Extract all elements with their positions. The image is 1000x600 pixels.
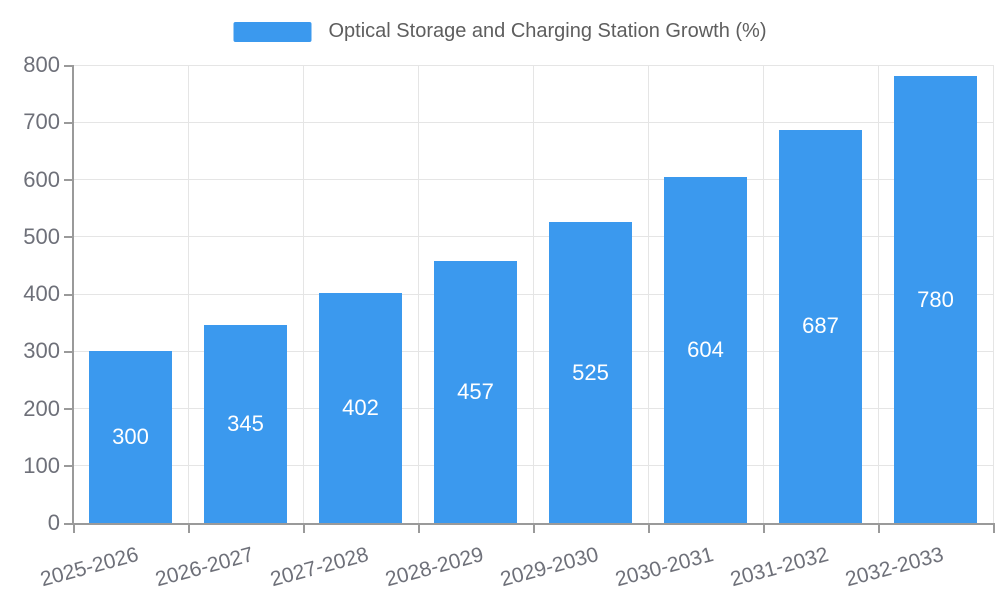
bar[interactable] xyxy=(89,351,172,523)
x-tick-mark xyxy=(302,525,305,533)
gridline-v xyxy=(647,65,649,523)
y-tick-mark xyxy=(64,408,73,410)
y-tick-mark xyxy=(64,121,73,124)
y-tick-label: 0 xyxy=(47,510,60,535)
gridline-v xyxy=(877,65,879,523)
y-tick-label: 300 xyxy=(23,338,60,364)
legend-label: Optical Storage and Charging Station Gro… xyxy=(328,20,767,42)
x-tick-mark xyxy=(72,525,75,533)
y-axis-line xyxy=(72,65,74,523)
gridline-v xyxy=(762,65,764,523)
gridline-v xyxy=(992,65,994,523)
y-tick-label: 100 xyxy=(23,452,60,478)
x-tick-mark xyxy=(187,525,190,533)
legend[interactable]: Optical Storage and Charging Station Gro… xyxy=(233,20,767,43)
bar[interactable] xyxy=(894,76,977,523)
y-tick-label: 400 xyxy=(23,281,60,306)
y-tick-label: 600 xyxy=(23,166,60,192)
x-tick-mark xyxy=(417,525,420,533)
y-tick-mark xyxy=(64,465,73,468)
bar[interactable] xyxy=(664,177,747,523)
y-tick-label: 800 xyxy=(23,52,60,77)
y-tick-label: 200 xyxy=(23,395,60,421)
bar[interactable] xyxy=(779,129,862,523)
y-tick-label: 700 xyxy=(23,109,60,135)
y-tick-mark xyxy=(64,236,73,239)
gridline-v xyxy=(417,65,419,523)
gridline-v xyxy=(187,65,189,523)
y-tick-mark xyxy=(64,293,73,296)
bar[interactable] xyxy=(549,222,632,523)
x-tick-mark xyxy=(877,525,880,533)
gridline-v xyxy=(302,65,304,523)
bar[interactable] xyxy=(434,261,517,523)
legend-swatch xyxy=(233,21,312,42)
y-tick-label: 500 xyxy=(23,223,60,249)
x-axis-line xyxy=(73,523,995,525)
y-tick-mark xyxy=(64,64,73,67)
bar[interactable] xyxy=(204,325,287,523)
bar[interactable] xyxy=(319,292,402,523)
x-tick-mark xyxy=(532,525,535,533)
x-tick-mark xyxy=(647,525,650,533)
y-tick-mark xyxy=(64,179,73,181)
gridline-v xyxy=(532,65,534,523)
x-tick-mark xyxy=(992,525,995,533)
y-tick-mark xyxy=(64,350,73,353)
x-tick-mark xyxy=(762,525,765,533)
y-tick-mark xyxy=(64,522,73,525)
